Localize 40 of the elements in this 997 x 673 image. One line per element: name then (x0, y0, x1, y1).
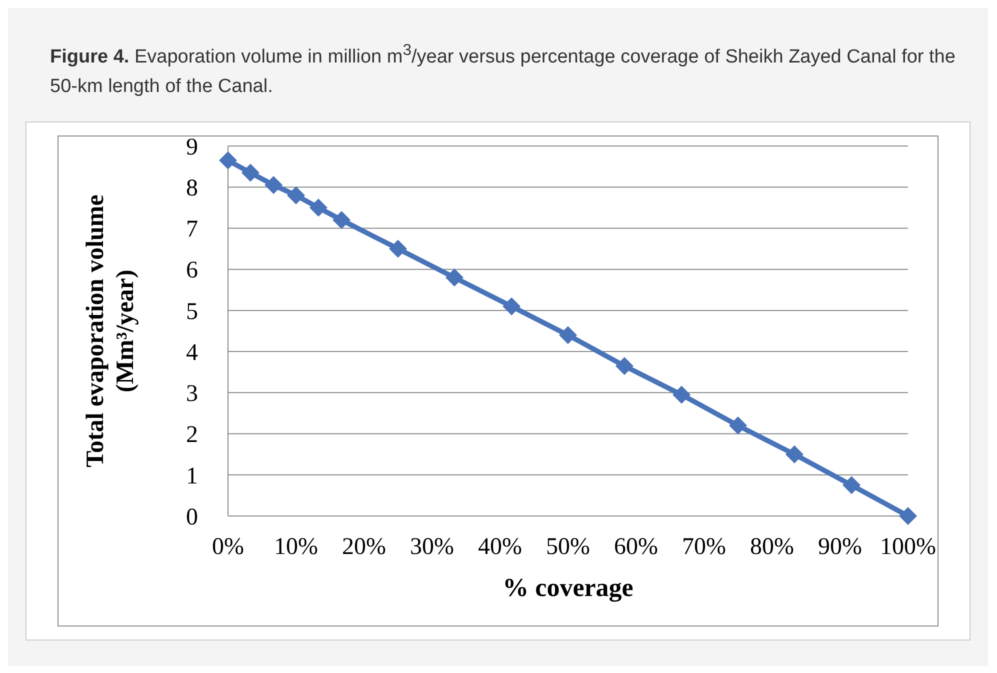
x-tick-label: 50% (546, 534, 590, 560)
x-tick-label: 10% (274, 534, 318, 560)
x-tick-label: 20% (342, 534, 386, 560)
point (899, 507, 917, 526)
y-axis-title: Total evaporation volume (Mm³/year) (82, 194, 139, 468)
point (729, 416, 747, 435)
y-tick-label: 4 (186, 340, 198, 366)
y-tick-label: 6 (186, 258, 198, 284)
point (785, 446, 804, 464)
point (445, 268, 464, 287)
x-tick-label: 0% (212, 534, 244, 560)
point (287, 186, 305, 205)
y-tick-label: 7 (186, 216, 198, 243)
x-tick-label: 60% (614, 534, 658, 560)
point (559, 326, 577, 344)
point (241, 164, 260, 182)
y-tick-label: 5 (186, 299, 198, 326)
x-tick-label: 40% (478, 534, 522, 560)
x-tick-label: 30% (410, 534, 454, 560)
point (502, 298, 521, 316)
point (264, 176, 283, 194)
point (389, 240, 407, 258)
point (615, 357, 634, 376)
y-tick-label: 2 (186, 422, 198, 449)
point (672, 386, 691, 404)
x-axis-title: % coverage (502, 573, 634, 602)
x-tick-label: 80% (750, 534, 794, 560)
y-tick-label: 1 (186, 464, 198, 490)
x-tick-label: 100% (880, 534, 936, 560)
point (309, 198, 328, 217)
chart-title: Figure 4. Evaporation volume in million m$^{3}$/year versus percentage coverage of Sheikh Zayed Canal for the 50-km length of the Canal. (50, 42, 956, 98)
x-tick-label: 90% (818, 534, 862, 560)
y-tick-label: 0 (186, 504, 198, 531)
point (332, 211, 351, 230)
x-tick-label: 70% (682, 534, 726, 560)
point (842, 476, 861, 494)
y-tick-label: 8 (186, 176, 198, 202)
point (219, 152, 237, 170)
y-tick-label: 9 (186, 134, 198, 161)
y-tick-label: 3 (186, 381, 198, 408)
